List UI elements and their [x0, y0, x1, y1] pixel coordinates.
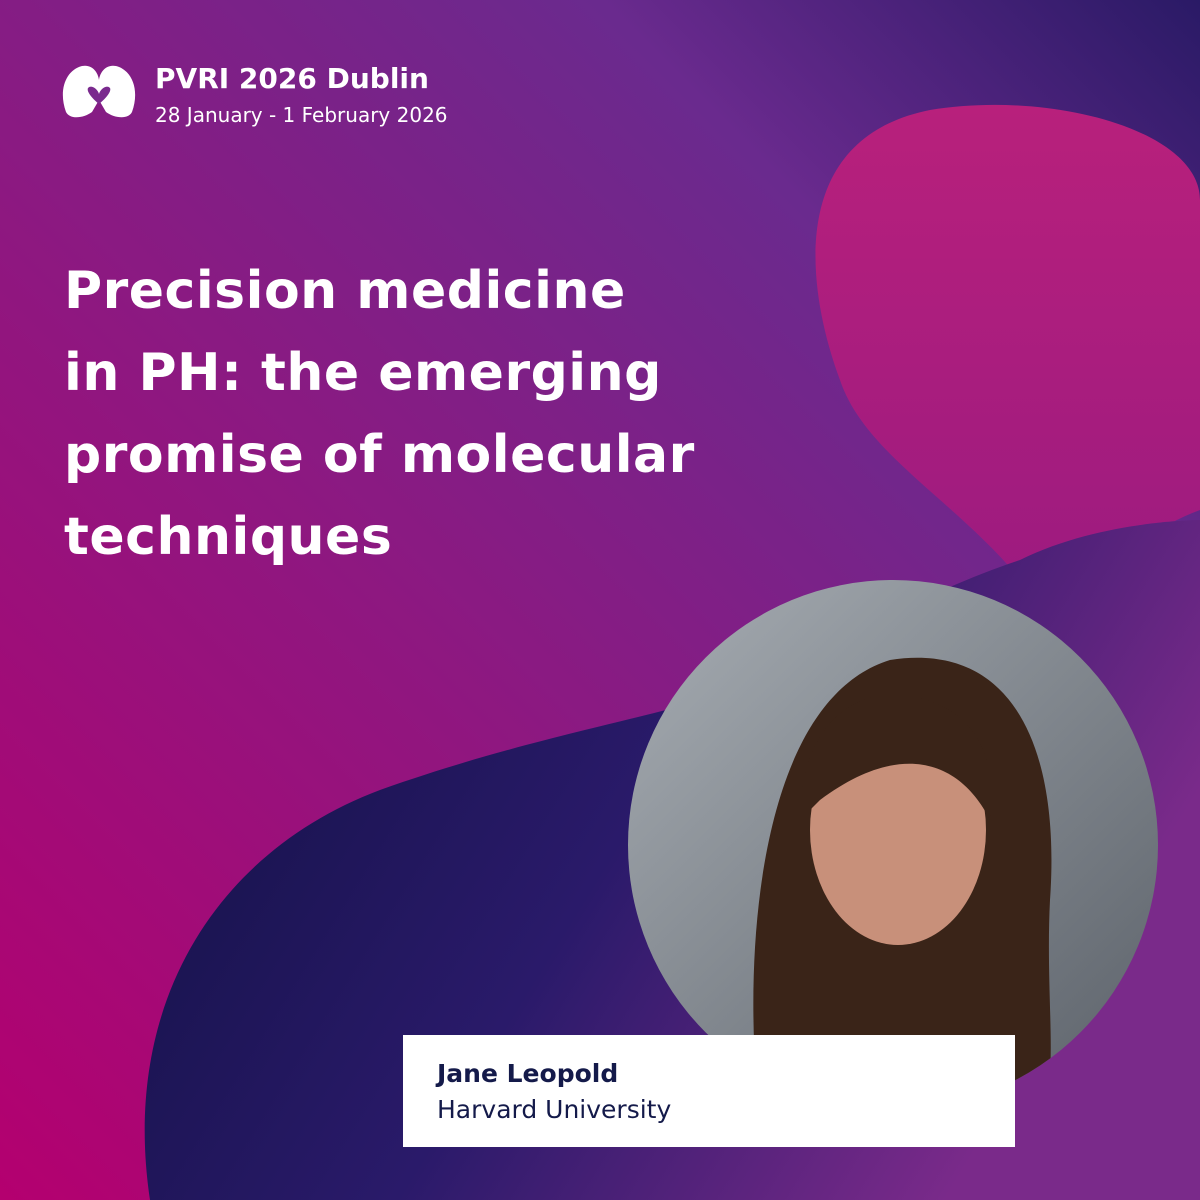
title-line: Precision medicine: [64, 261, 626, 321]
event-title: PVRI 2026 Dublin: [155, 62, 429, 95]
logo: [62, 65, 136, 118]
speaker-name: Jane Leopold: [435, 1059, 618, 1088]
speaker-box: [403, 1035, 1015, 1147]
title-line: techniques: [64, 507, 392, 567]
speaker-affiliation: Harvard University: [437, 1095, 671, 1124]
title-line: promise of molecular: [64, 425, 695, 485]
title-line: in PH: the emerging: [64, 343, 662, 403]
speaker-photo: [628, 580, 1158, 1110]
session-title: Precision medicine in PH: the emerging pro…: [64, 261, 695, 567]
pink-blob: [815, 104, 1200, 641]
event-date: 28 January - 1 February 2026: [155, 103, 448, 127]
